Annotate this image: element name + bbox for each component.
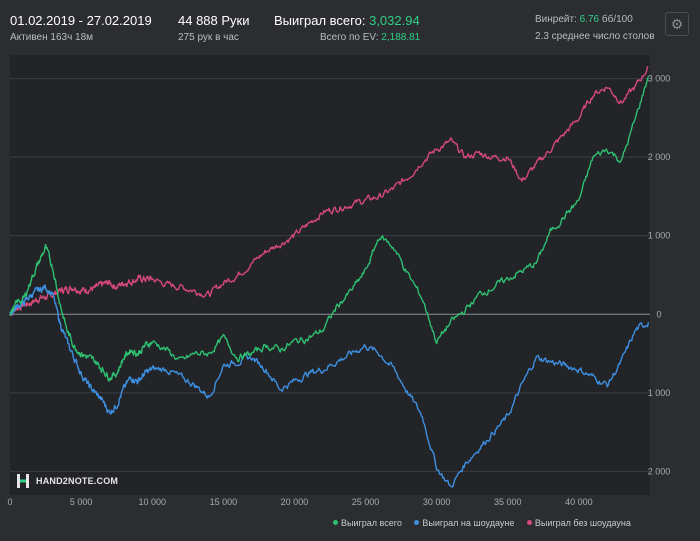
legend-item-non-showdown[interactable]: Выиграл без шоудауна [526,518,631,528]
x-tick-label: 0 [7,497,12,507]
winrate-value: 6.76 [579,14,600,25]
legend-item-showdown[interactable]: Выиграл на шоудауне [414,518,514,528]
winrate-unit: бб/100 [601,14,633,25]
x-tick-label: 35 000 [494,497,522,507]
hand2note-logo-icon [17,474,29,488]
series-line-non-showdown [9,66,649,317]
x-tick-label: 40 000 [565,497,593,507]
winrate: Винрейт: 6.76 бб/100 [535,14,633,25]
logo-text: HAND2NOTE.COM [36,476,119,486]
ev-total: Всего по EV: 2,188.81 [320,32,420,43]
legend-dot-showdown [414,520,420,526]
legend-label-non-showdown: Выиграл без шоудауна [534,518,631,528]
gear-icon[interactable]: ⚙ [665,12,689,36]
y-tick-label: 2 000 [648,152,671,162]
x-tick-label: 30 000 [423,497,451,507]
legend-label-total: Выиграл всего [341,518,402,528]
hands-count: 44 888 Руки [178,13,250,28]
legend-item-total[interactable]: Выиграл всего [333,518,402,528]
x-tick-label: 15 000 [210,497,238,507]
ev-value: 2,188.81 [381,32,421,43]
ev-label: Всего по EV: [320,32,379,43]
x-tick-label: 25 000 [352,497,380,507]
avg-tables: 2.3 среднее число столов [535,31,655,42]
legend-dot-non-showdown [526,520,532,526]
stats-header: 01.02.2019 - 27.02.2019 Активен 163ч 18м… [0,0,700,50]
plot-area [10,55,650,495]
total-won: Выиграл всего: 3,032.94 [274,13,420,28]
winrate-label: Винрейт: [535,14,577,25]
chart-legend: Выиграл всего Выиграл на шоудауне Выигра… [333,518,641,528]
x-tick-label: 20 000 [281,497,309,507]
y-tick-label: 0 [656,309,661,319]
total-won-label: Выиграл всего: [274,13,366,28]
hands-per-hour: 275 рук в час [178,32,239,43]
series-line-showdown [9,284,650,488]
series-line-total [9,75,650,382]
legend-dot-total [333,520,338,526]
y-tick-label: 1 000 [648,388,671,398]
active-time: Активен 163ч 18м [10,32,94,43]
total-won-value: 3,032.94 [369,13,420,28]
x-tick-label: 10 000 [138,497,166,507]
date-range[interactable]: 01.02.2019 - 27.02.2019 [10,13,152,28]
legend-label-showdown: Выиграл на шоудауне [422,518,515,528]
y-tick-label: 3 000 [648,74,671,84]
y-tick-label: 2 000 [648,466,671,476]
x-tick-label: 5 000 [70,497,93,507]
y-tick-label: 1 000 [648,231,671,241]
